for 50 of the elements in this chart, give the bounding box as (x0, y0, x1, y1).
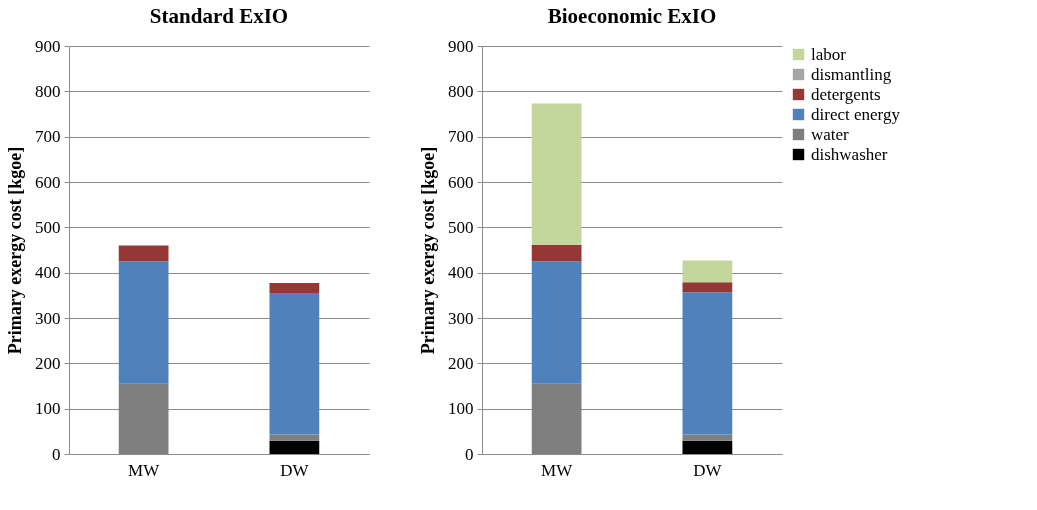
y-tick-label: 500 (448, 217, 474, 237)
legend-label: dishwasher (811, 144, 888, 164)
y-tick-label: 900 (35, 36, 61, 56)
bar (682, 260, 733, 283)
bar (682, 292, 733, 435)
bar (682, 282, 733, 293)
bar (118, 383, 169, 454)
y-tick-label: 800 (448, 81, 474, 101)
y-tick-label: 600 (35, 172, 61, 192)
bar (531, 261, 582, 384)
legend-label: direct energy (811, 104, 901, 124)
x-tick-label: DW (280, 460, 310, 480)
x-tick-label: MW (128, 460, 161, 480)
y-tick-label: 400 (448, 263, 474, 283)
bar (269, 440, 320, 454)
legend-label: labor (811, 44, 847, 64)
chart-title: Standard ExIO (149, 4, 289, 28)
legend-label: detergents (811, 84, 881, 104)
chart-title: Bioeconomic ExIO (547, 4, 717, 28)
y-tick-label: 700 (35, 127, 61, 147)
bar (118, 261, 169, 384)
y-axis-title: Primary exergy cost [kgoe] (5, 146, 25, 355)
bar (531, 103, 582, 246)
bar (531, 383, 582, 454)
y-tick-label: 600 (448, 172, 474, 192)
bar (269, 283, 320, 294)
y-tick-label: 200 (448, 353, 474, 373)
bar (118, 245, 169, 262)
y-tick-label: 700 (448, 127, 474, 147)
bar (682, 440, 733, 454)
legend-label: dismantling (811, 64, 892, 84)
bar (531, 245, 582, 262)
y-tick-label: 200 (35, 353, 61, 373)
y-axis-title: Primary exergy cost [kgoe] (418, 146, 438, 355)
y-tick-label: 500 (35, 217, 61, 237)
y-tick-label: 0 (52, 444, 61, 464)
bar (269, 293, 320, 435)
y-tick-label: 400 (35, 263, 61, 283)
y-tick-label: 300 (448, 308, 474, 328)
bar (269, 434, 320, 441)
y-tick-label: 100 (448, 399, 474, 419)
legend-label: water (811, 124, 850, 144)
y-tick-label: 900 (448, 36, 474, 56)
y-tick-label: 800 (35, 81, 61, 101)
x-tick-label: DW (693, 460, 723, 480)
y-tick-label: 0 (465, 444, 474, 464)
y-tick-label: 100 (35, 399, 61, 419)
x-tick-label: MW (541, 460, 574, 480)
bar (682, 434, 733, 441)
y-tick-label: 300 (35, 308, 61, 328)
